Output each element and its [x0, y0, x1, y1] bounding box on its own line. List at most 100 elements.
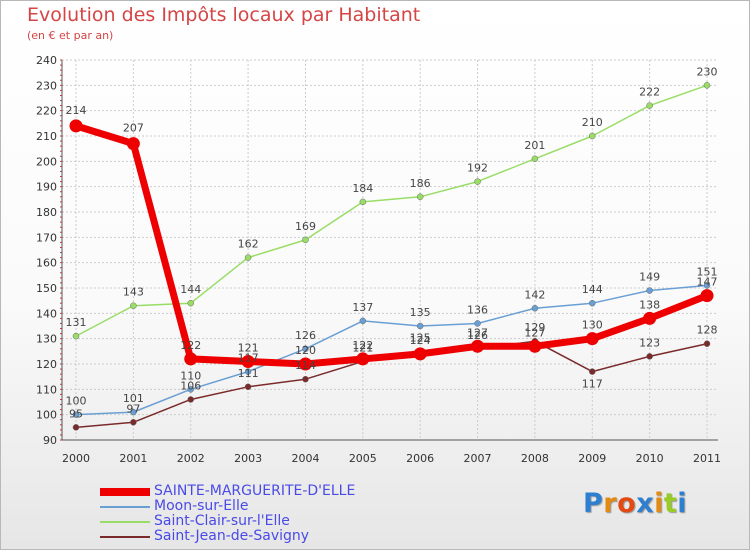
data-label: 192 [467, 162, 488, 175]
data-label: 128 [697, 324, 718, 337]
data-label: 169 [295, 220, 316, 233]
data-label: 121 [238, 341, 259, 354]
y-tick-label: 230 [36, 79, 57, 92]
data-point [359, 198, 367, 206]
data-label: 120 [295, 344, 316, 357]
legend-swatch-sainte-marguerite [100, 487, 150, 496]
chart-title: Evolution des Impôts locaux par Habitant [27, 4, 421, 26]
legend-swatch-moon-sur-elle [100, 505, 150, 508]
data-label: 101 [123, 392, 144, 405]
legend-item-saint-clair-sur-l-elle: Saint-Clair-sur-l'Elle [100, 514, 355, 529]
data-label: 125 [410, 331, 431, 344]
y-tick-label: 240 [36, 54, 57, 67]
data-label: 207 [123, 122, 144, 135]
data-point [302, 375, 309, 383]
y-tick-label: 180 [36, 206, 57, 219]
data-point [126, 137, 140, 151]
data-label: 127 [524, 326, 545, 339]
chart-subtitle: (en € et par an) [27, 29, 114, 42]
legend-item-saint-jean-de-savigny: Saint-Jean-de-Savigny [100, 529, 355, 544]
data-point [130, 408, 137, 416]
y-tick-label: 140 [36, 307, 57, 320]
data-point [646, 102, 653, 109]
data-point [130, 302, 137, 309]
y-tick-label: 130 [36, 333, 57, 346]
legend-label-saint-clair-sur-l-elle: Saint-Clair-sur-l'Elle [154, 513, 290, 529]
data-label: 114 [295, 359, 316, 372]
data-point [184, 352, 198, 366]
data-label: 137 [352, 301, 373, 314]
data-point [589, 132, 596, 140]
logo-letter: t [663, 488, 678, 519]
series-line [75, 84, 708, 337]
y-tick-label: 220 [36, 105, 57, 118]
data-label: 106 [180, 379, 201, 392]
data-label: 129 [524, 321, 545, 334]
data-point [416, 193, 424, 201]
data-label: 149 [639, 271, 660, 284]
logo-letter: i [677, 488, 688, 519]
legend: SAINTE-MARGUERITE-D'ELLE Moon-sur-Elle S… [100, 484, 355, 544]
x-tick-label: 2006 [406, 452, 434, 465]
data-point [187, 299, 194, 307]
data-label: 123 [639, 336, 660, 349]
x-tick-label: 2001 [119, 452, 147, 465]
data-label: 201 [524, 139, 545, 152]
data-point [700, 289, 714, 303]
data-point [646, 287, 653, 294]
data-point [72, 332, 80, 340]
data-point [356, 352, 370, 366]
y-tick-label: 190 [36, 181, 57, 194]
y-tick-label: 100 [36, 409, 57, 422]
y-tick-label: 200 [36, 155, 57, 168]
data-point [474, 178, 481, 185]
data-point [302, 236, 309, 244]
x-tick-label: 2011 [693, 452, 721, 465]
data-label: 214 [66, 104, 87, 117]
data-label: 222 [639, 86, 660, 99]
data-label: 184 [352, 182, 373, 195]
data-label: 147 [697, 276, 718, 289]
legend-swatch-saint-jean-de-savigny [100, 535, 150, 538]
data-point [703, 82, 711, 89]
data-label: 151 [697, 265, 718, 278]
data-point [703, 282, 711, 289]
data-point [244, 254, 252, 261]
x-tick-label: 2005 [349, 452, 377, 465]
data-point [474, 320, 481, 327]
logo-letter: i [654, 488, 664, 519]
y-tick-label: 160 [36, 257, 57, 270]
data-point [589, 299, 596, 307]
data-point [416, 322, 424, 330]
data-label: 122 [180, 339, 201, 352]
data-label: 126 [295, 329, 316, 342]
x-tick-label: 2008 [521, 452, 549, 465]
data-label: 186 [410, 177, 431, 190]
data-label: 135 [410, 306, 431, 319]
logo-letter: P [583, 488, 604, 519]
data-label: 162 [238, 238, 259, 251]
data-label: 117 [238, 352, 259, 365]
x-tick-label: 2002 [177, 452, 205, 465]
logo-letter: r [603, 488, 618, 519]
legend-item-sainte-marguerite: SAINTE-MARGUERITE-D'ELLE [100, 484, 355, 499]
y-tick-label: 90 [43, 434, 57, 447]
data-point [69, 119, 83, 133]
data-point [646, 353, 653, 360]
legend-item-moon-sur-elle: Moon-sur-Elle [100, 499, 355, 514]
data-label: 210 [582, 116, 603, 129]
data-point [531, 155, 539, 163]
data-label: 126 [467, 329, 488, 342]
data-point [244, 383, 252, 391]
data-point [187, 396, 194, 403]
series-line [75, 284, 708, 416]
legend-label-sainte-marguerite: SAINTE-MARGUERITE-D'ELLE [154, 483, 356, 499]
data-label: 130 [582, 319, 603, 332]
y-tick-label: 210 [36, 130, 57, 143]
data-label: 230 [697, 65, 718, 78]
data-point [643, 311, 657, 325]
legend-label-saint-jean-de-savigny: Saint-Jean-de-Savigny [154, 528, 310, 544]
